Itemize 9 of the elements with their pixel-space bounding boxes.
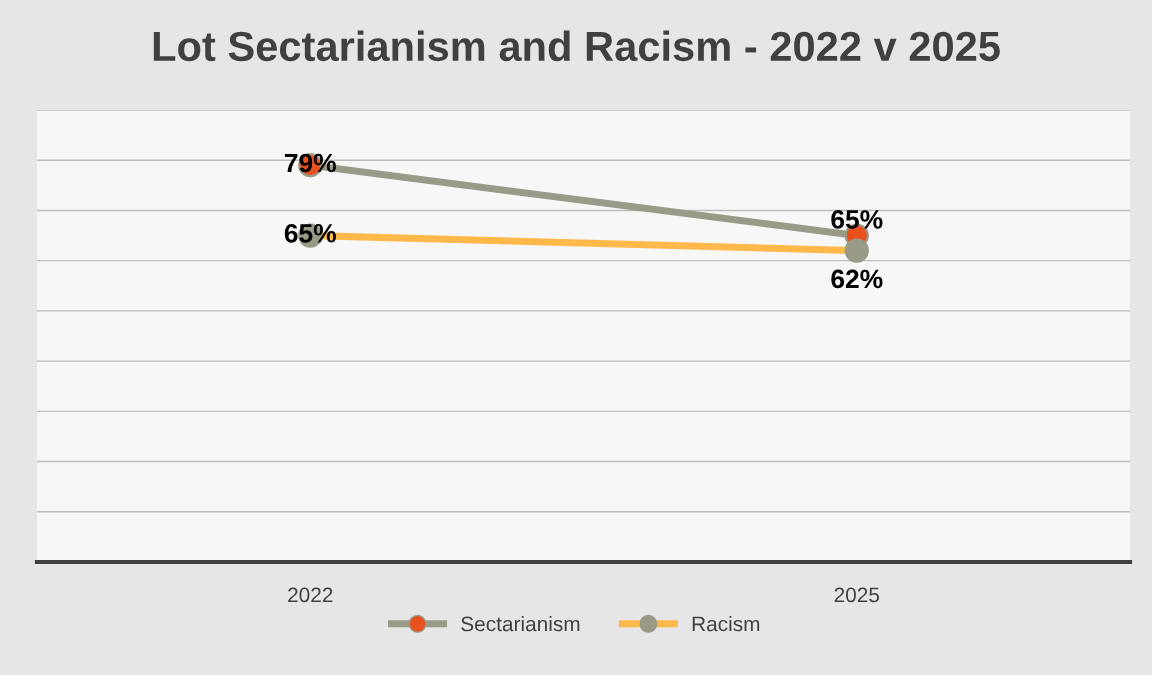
data-label: 65%: [831, 210, 883, 229]
chart-title: Lot Sectarianism and Racism - 2022 v 2025: [153, 30, 1000, 62]
legend-label: Sectarianism: [461, 616, 580, 632]
x-tick-label: 2022: [288, 587, 333, 603]
data-label: 65%: [284, 223, 336, 243]
x-tick-label: 2025: [834, 587, 880, 603]
data-label: 62%: [831, 269, 883, 289]
legend-label: Racism: [692, 616, 760, 632]
data-label: 79%: [284, 153, 336, 173]
